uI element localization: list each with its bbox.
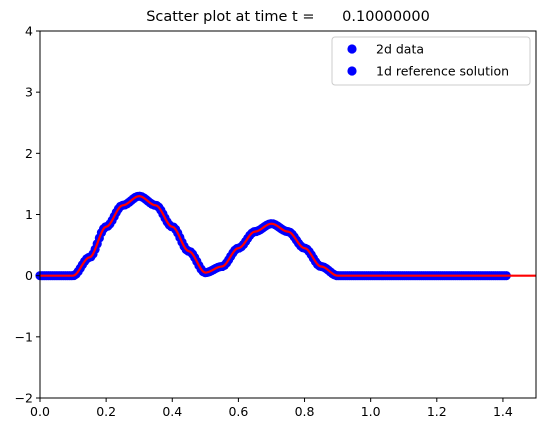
x-tick-label: 0.0: [30, 404, 50, 419]
x-tick-label: 0.6: [228, 404, 248, 419]
x-tick-label: 0.8: [295, 404, 315, 419]
legend-marker: [347, 44, 357, 54]
legend-label: 2d data: [376, 42, 424, 57]
x-tick-label: 0.2: [96, 404, 116, 419]
y-tick-label: 1: [25, 207, 33, 222]
legend-marker: [347, 66, 357, 76]
x-tick-label: 1.2: [427, 404, 447, 419]
y-tick-label: 4: [25, 24, 33, 39]
x-tick-label: 1.4: [493, 404, 513, 419]
chart-title: Scatter plot at time t = 0.10000000: [146, 9, 430, 25]
legend: 2d data 1d reference solution: [331, 36, 531, 86]
series-layer: [35, 191, 536, 281]
y-tick-label: −1: [15, 329, 33, 344]
y-tick-label: 3: [25, 85, 33, 100]
y-tick-label: 0: [25, 268, 33, 283]
legend-box: [331, 36, 531, 86]
y-tick-label: 2: [25, 146, 33, 161]
x-tick-label: 0.4: [162, 404, 182, 419]
axes-layer: 0.0 0.2 0.4 0.6 0.8 1.0 1.2 1.4 −2 −1 0 1 2 3 4: [15, 24, 537, 419]
legend-label: 1d reference solution: [376, 64, 509, 79]
x-tick-label: 1.0: [361, 404, 381, 419]
plot-area: [40, 31, 536, 398]
reference-line: [40, 195, 536, 277]
y-tick-label: −2: [15, 391, 33, 406]
series-1: [40, 195, 536, 277]
